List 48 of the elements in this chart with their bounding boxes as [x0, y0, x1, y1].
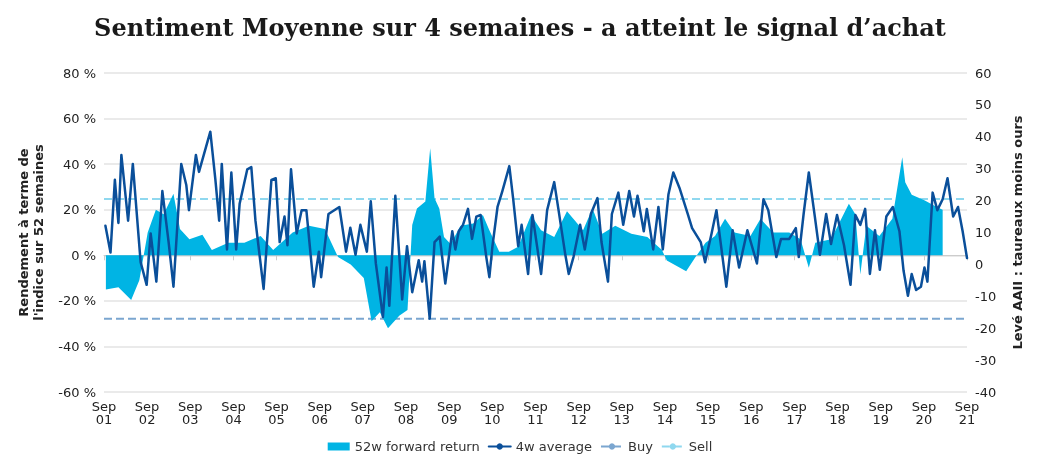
y-tick-label: 80 %: [62, 65, 96, 81]
legend-label: Sell: [688, 439, 713, 454]
x-tick-label: Sep 09: [436, 399, 462, 427]
x-tick-label: Sep 12: [566, 399, 591, 427]
legend-label: 52w forward return: [354, 439, 480, 454]
y-tick-label: 60 %: [62, 111, 96, 127]
x-tick-label: Sep 11: [523, 399, 548, 427]
y2-axis-title: Levé AAII : taureaux moins ours: [1010, 115, 1025, 350]
line-series: [104, 130, 969, 320]
x-tick-label: Sep 17: [782, 399, 807, 427]
legend-label: Buy: [627, 439, 654, 454]
y-tick-label: 40 %: [62, 156, 96, 172]
x-tick-label: Sep 20: [911, 399, 937, 427]
y-tick-label: 20 %: [62, 202, 96, 218]
x-tick-label: Sep 08: [393, 399, 419, 427]
y-tick-label: -60 %: [58, 384, 96, 400]
x-tick-label: Sep 16: [739, 399, 764, 427]
x-tick-label: Sep 03: [177, 399, 203, 427]
x-tick-label: Sep 14: [652, 399, 678, 427]
x-tick-label: Sep 21: [954, 399, 980, 427]
x-tick-label: Sep 06: [307, 399, 332, 427]
x-tick-label: Sep 19: [868, 399, 893, 427]
y-axis-title: Rendement à terme de l'indice sur 52 semaines: [16, 143, 46, 321]
x-tick-label: Sep 10: [480, 399, 505, 427]
y2-tick-label: -40: [975, 384, 997, 400]
y2-tick-label: 30: [975, 161, 992, 177]
x-tick-label: Sep 02: [134, 399, 160, 427]
y2-tick-label: -20: [975, 320, 997, 336]
x-tick-label: Sep 13: [609, 399, 635, 427]
y2-tick-label: -30: [975, 352, 997, 368]
y2-tick-label: 40: [975, 129, 992, 145]
y2-tick-label: 50: [975, 97, 992, 113]
legend-label: 4w average: [515, 439, 592, 454]
x-tick-label: Sep 18: [825, 399, 850, 427]
y2-tick-label: 60: [975, 65, 992, 81]
y-tick-label: -40 %: [58, 338, 96, 354]
y2-tick-label: 0: [975, 256, 984, 272]
x-tick-label: Sep 15: [695, 399, 721, 427]
y-tick-label: -20 %: [58, 293, 96, 309]
y2-tick-label: 20: [975, 193, 992, 209]
x-tick-label: Sep 01: [91, 399, 117, 427]
x-tick-label: Sep 07: [350, 399, 376, 427]
y-tick-label: 0 %: [71, 247, 96, 263]
y2-tick-label: 10: [975, 225, 992, 240]
x-tick-label: Sep 04: [221, 399, 246, 427]
y2-tick-label: -10: [975, 288, 997, 304]
x-tick-label: Sep 05: [264, 399, 289, 427]
chart-title: Sentiment Moyenne sur 4 semaines - a atteint le signal d’achat: [94, 12, 946, 42]
